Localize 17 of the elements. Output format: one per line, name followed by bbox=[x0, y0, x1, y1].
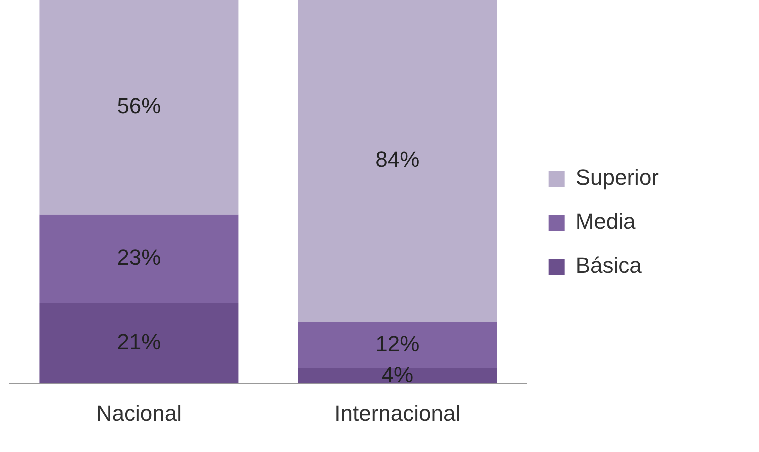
bar bbox=[298, 0, 498, 322]
bar bbox=[40, 303, 239, 384]
legend-label: Superior bbox=[576, 165, 659, 190]
bar bbox=[298, 322, 498, 368]
data-label: 23% bbox=[117, 244, 162, 270]
data-label: 12% bbox=[376, 331, 420, 356]
data-label: 56% bbox=[117, 93, 162, 118]
data-label: 4% bbox=[382, 362, 414, 388]
legend-label: Media bbox=[576, 209, 637, 234]
legend-label: Básica bbox=[576, 253, 643, 278]
x-tick-label: Nacional bbox=[96, 400, 182, 426]
data-label: 21% bbox=[117, 329, 162, 354]
bar bbox=[298, 368, 498, 384]
data-label: 84% bbox=[376, 147, 420, 172]
x-tick-label: Internacional bbox=[334, 400, 461, 426]
bar bbox=[40, 0, 239, 215]
bar bbox=[40, 214, 239, 304]
